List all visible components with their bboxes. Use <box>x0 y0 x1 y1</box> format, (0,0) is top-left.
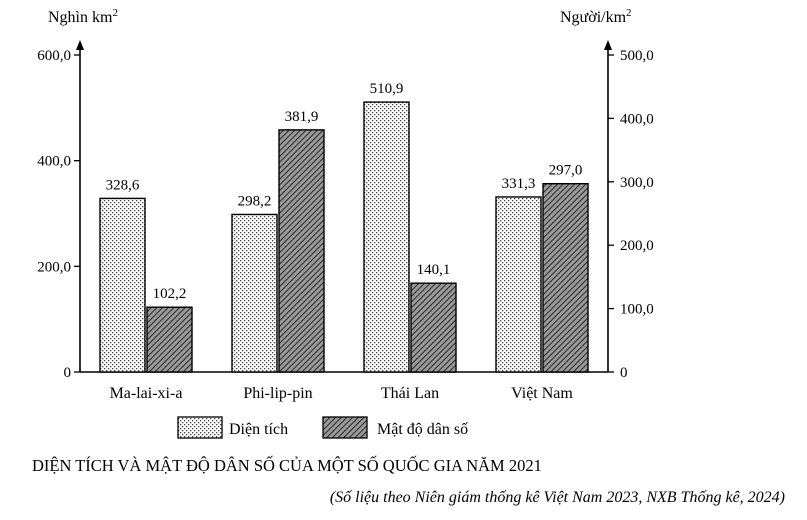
chart-source: (Số liệu theo Niên giám thống kê Việt Na… <box>329 489 785 506</box>
legend-mat-do-dan-so-label: Mật độ dân số <box>377 421 468 438</box>
right-tick-label: 300,0 <box>620 175 654 191</box>
right-tick-label: 100,0 <box>620 302 654 318</box>
labels-layer: 328,6 102,2 Ma-lai-xi-a 298,2 381,9 Phi-lip-p… <box>106 81 583 402</box>
bar-dien-tich <box>495 196 542 373</box>
right-tick-label: 500,0 <box>620 48 654 64</box>
left-tick-label: 400,0 <box>37 154 71 170</box>
legend-dien-tich-swatch <box>177 416 223 439</box>
value-label-mat-do: 297,0 <box>549 163 583 179</box>
value-label-dien-tich: 298,2 <box>238 193 272 209</box>
legend-mat-do-dan-so-swatch <box>322 416 368 439</box>
bar-dien-tich <box>231 213 278 373</box>
category-label: Ma-lai-xi-a <box>110 385 183 402</box>
value-label-dien-tich: 331,3 <box>502 176 536 192</box>
left-tick-label: 0 <box>64 365 72 381</box>
value-label-dien-tich: 328,6 <box>106 177 140 193</box>
bar-mat-do-dan-so <box>542 183 589 373</box>
category-label: Thái Lan <box>381 385 439 402</box>
value-label-mat-do: 102,2 <box>153 286 187 302</box>
value-label-mat-do: 140,1 <box>417 262 451 278</box>
bar-dien-tich <box>99 197 146 373</box>
right-tick-label: 0 <box>620 365 628 381</box>
legend: Diện tích Mật độ dân số <box>177 416 468 439</box>
value-label-dien-tich: 510,9 <box>370 81 404 97</box>
right-axis-title: Người/km2 <box>560 7 632 26</box>
bar-mat-do-dan-so <box>410 282 457 373</box>
category-label: Phi-lip-pin <box>243 385 312 402</box>
axes-layer: Nghìn km2 Người/km2 0 200,0 400,0 600,0 0 100,0… <box>37 7 654 381</box>
bar-mat-do-dan-so <box>146 306 193 373</box>
left-tick-label: 600,0 <box>37 48 71 64</box>
left-tick-label: 200,0 <box>37 259 71 275</box>
value-label-mat-do: 381,9 <box>285 109 319 125</box>
legend-dien-tich-label: Diện tích <box>229 421 288 438</box>
right-tick-label: 400,0 <box>620 111 654 127</box>
right-axis-arrow <box>604 40 612 50</box>
left-axis-title: Nghìn km2 <box>48 7 118 26</box>
bars-layer <box>99 101 589 373</box>
chart-title: DIỆN TÍCH VÀ MẬT ĐỘ DÂN SỐ CỦA MỘT SỐ QU… <box>32 456 542 475</box>
right-tick-label: 200,0 <box>620 238 654 254</box>
bar-mat-do-dan-so <box>278 129 325 373</box>
category-label: Việt Nam <box>511 385 573 402</box>
bar-dien-tich <box>363 101 410 373</box>
left-axis-arrow <box>76 40 84 50</box>
